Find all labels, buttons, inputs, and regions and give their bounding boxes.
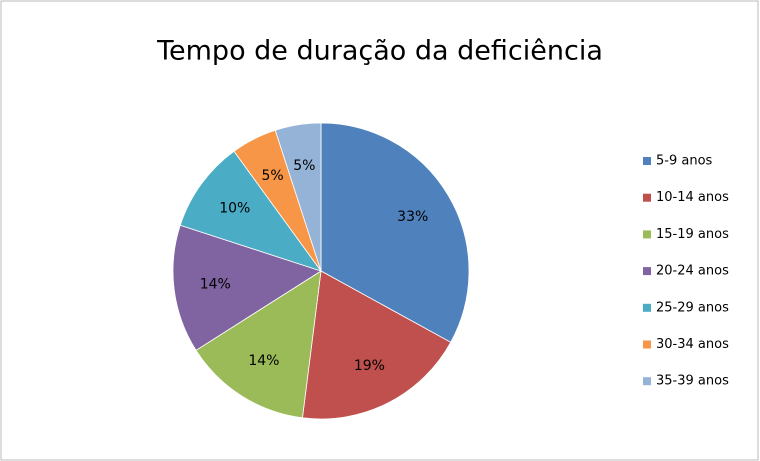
legend-swatch xyxy=(643,157,651,165)
legend-swatch xyxy=(643,377,651,386)
pie-slice xyxy=(274,122,322,272)
data-label: 33% xyxy=(397,209,428,225)
data-label: 19% xyxy=(354,358,385,374)
legend-swatch xyxy=(643,340,651,349)
legend-label: 20-24 anos xyxy=(656,264,729,279)
legend-label: 25-29 anos xyxy=(656,300,729,315)
pie-slice xyxy=(302,270,452,420)
legend-label: 5-9 anos xyxy=(656,154,713,169)
pie-slice xyxy=(195,270,322,419)
pie-slice xyxy=(320,122,470,343)
legend-label: 15-19 anos xyxy=(656,227,729,242)
data-label: 14% xyxy=(200,276,231,292)
legend-swatch xyxy=(643,303,651,312)
pie-slice xyxy=(179,150,323,272)
legend-swatch xyxy=(643,267,651,276)
legend-label: 10-14 anos xyxy=(656,190,729,205)
legend-label: 35-39 anos xyxy=(656,374,729,389)
legend-label: 30-34 anos xyxy=(656,337,729,352)
legend-swatch xyxy=(643,193,651,202)
legend-swatch xyxy=(643,230,651,239)
data-label: 5% xyxy=(293,158,315,174)
pie-slice xyxy=(172,224,322,351)
data-label: 14% xyxy=(248,353,279,369)
data-label: 10% xyxy=(219,200,250,216)
data-label: 5% xyxy=(262,168,284,184)
chart-title: Tempo de duração da deficiência xyxy=(156,36,603,67)
